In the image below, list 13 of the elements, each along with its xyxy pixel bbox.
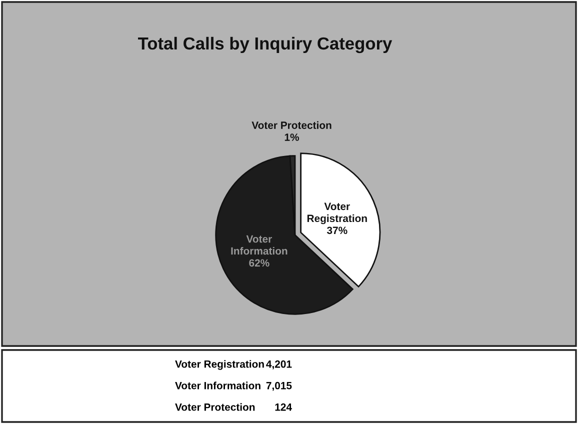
text: 7,015	[266, 382, 292, 391]
slice-label: Voter Registration	[307, 202, 367, 224]
data-label: 62%	[249, 259, 270, 267]
slice-label: Voter Information	[231, 235, 288, 255]
chart-title: Total Calls by Inquiry Category	[138, 36, 392, 54]
data-label: 1%	[284, 134, 300, 141]
category-label: Voter Registration	[175, 360, 264, 370]
category-label: Voter Information	[175, 382, 260, 390]
category-label: Voter Protection	[175, 403, 255, 411]
data-label: 37%	[326, 226, 348, 234]
text: 4,201	[266, 360, 292, 370]
text: 124	[275, 403, 292, 411]
slice-label: Voter Protection	[252, 121, 332, 129]
